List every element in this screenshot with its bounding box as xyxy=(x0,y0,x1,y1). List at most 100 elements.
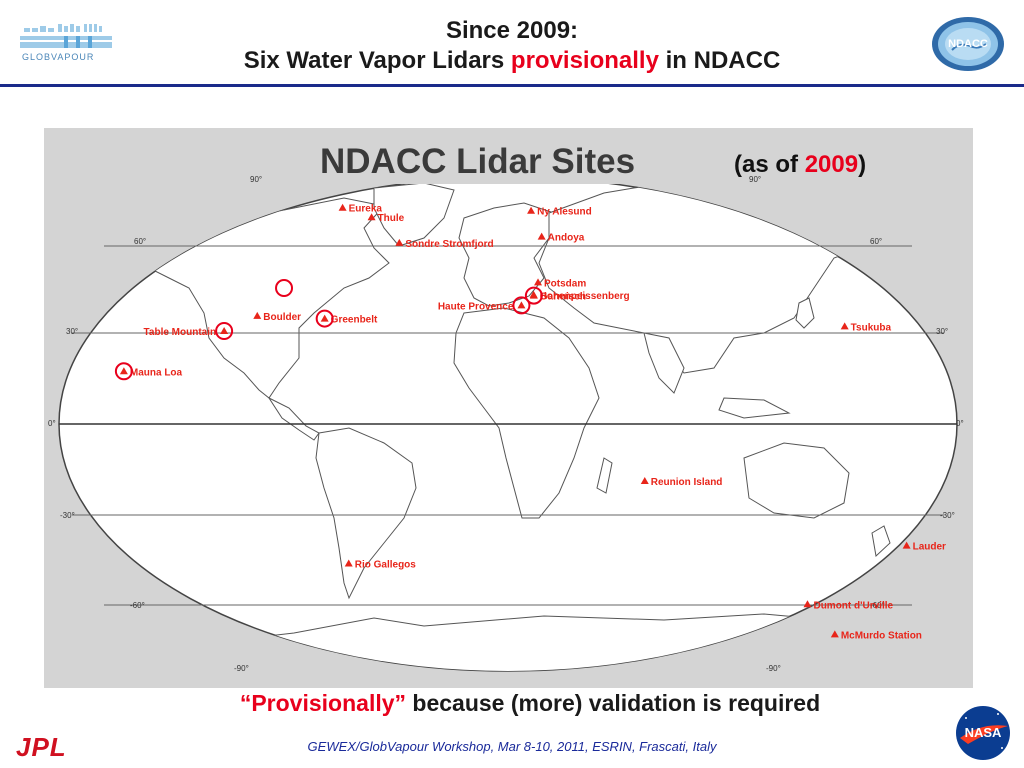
central-america xyxy=(267,396,320,441)
europe xyxy=(458,202,555,307)
site-label: McMurdo Station xyxy=(841,630,922,641)
site-sondre-stromfjord: Sondre Stromfjord xyxy=(395,238,494,250)
site-dumont-d-urville: Dumont d'Urville xyxy=(803,600,894,611)
map-title-backdrop xyxy=(312,136,722,184)
site-eureka: Eureka xyxy=(338,203,383,215)
site-rio-gallegos: Rio Gallegos xyxy=(344,559,417,570)
site-label: Rio Gallegos xyxy=(355,559,417,570)
site-reunion-island: Reunion Island xyxy=(640,477,723,488)
site-thule: Thule xyxy=(367,213,405,224)
lat-label-30-right: 30° xyxy=(936,327,948,336)
lat-label-30-left: 30° xyxy=(66,327,78,336)
india xyxy=(643,332,685,394)
map-date-note: (as of 2009) xyxy=(734,151,866,178)
site-marker-icon xyxy=(220,327,229,335)
caption-emphasis: “Provisionally” xyxy=(239,690,407,716)
lat-label-0-left: 0° xyxy=(48,419,56,428)
site-marker-icon xyxy=(338,203,347,211)
validation-caption: “Provisionally” because (more) validatio… xyxy=(0,690,1024,717)
new-zealand xyxy=(871,525,891,557)
site-label: Table Mountain xyxy=(144,327,217,338)
provisional-circle xyxy=(275,279,294,298)
south-america xyxy=(315,427,417,600)
site-marker-icon xyxy=(395,238,404,246)
caption-rest: because (more) validation is required xyxy=(406,690,821,716)
site-label: Mauna Loa xyxy=(130,367,183,378)
site-greenbelt: Greenbelt xyxy=(315,309,378,328)
latitude-labels: 90° 60° 30° 0° -30° -60° -90° 90° 60° 30… xyxy=(48,175,964,673)
lat-label-m60-right: -60° xyxy=(870,601,885,610)
lat-label-90-left: 90° xyxy=(250,175,262,184)
lat-label-m30-right: -30° xyxy=(940,511,955,520)
site-boulder: Boulder xyxy=(253,311,301,323)
site-label: Andoya xyxy=(548,233,585,244)
site-label: Boulder xyxy=(263,312,301,323)
title-line-1: Since 2009: xyxy=(445,17,579,44)
site-label: Potsdam xyxy=(544,278,586,289)
header-rule xyxy=(0,84,1024,87)
lat-label-60-right: 60° xyxy=(870,237,882,246)
provisional-circle xyxy=(315,309,334,328)
lat-label-m90-right: -90° xyxy=(766,664,781,673)
footer-note: GEWEX/GlobVapour Workshop, Mar 8-10, 201… xyxy=(307,739,717,754)
provisional-circle xyxy=(215,322,234,341)
site-ny-alesund: Ny Alesund xyxy=(527,206,592,218)
lat-label-m30-left: -30° xyxy=(60,511,75,520)
latitude-lines xyxy=(59,245,957,606)
japan xyxy=(795,297,815,329)
site-table-mountain: Table Mountain xyxy=(144,322,234,341)
map-date-note-year: 2009 xyxy=(805,151,858,178)
site-lauder: Lauder xyxy=(902,541,946,553)
site-label: Thule xyxy=(378,213,405,224)
provisional-circle xyxy=(114,362,133,381)
map-title: NDACC Lidar Sites xyxy=(320,142,635,181)
site-marker-icon xyxy=(902,541,911,549)
site-marker-icon xyxy=(640,477,649,485)
lat-label-0-right: 0° xyxy=(956,419,964,428)
antarctica xyxy=(83,613,945,671)
map-panel: 90° 60° 30° 0° -30° -60° -90° 90° 60° 30… xyxy=(44,128,973,688)
site-marker-icon xyxy=(320,314,329,322)
lat-label-m60-left: -60° xyxy=(130,601,145,610)
site-marker-icon xyxy=(534,278,543,286)
site-label: Greenbelt xyxy=(331,315,378,326)
provisional-circle xyxy=(512,296,531,315)
map-date-note-prefix: (as of xyxy=(734,151,805,178)
site-haute-provence: Haute Provence xyxy=(438,296,531,315)
site-marker-icon xyxy=(367,213,376,221)
site-marker-icon xyxy=(529,291,538,299)
site-andoya: Andoya xyxy=(537,232,585,244)
jpl-logo: JPL xyxy=(16,732,96,762)
lat-label-m90-left: -90° xyxy=(234,664,249,673)
site-potsdam: Potsdam xyxy=(534,278,586,289)
site-label: Garmisch xyxy=(540,292,586,303)
site-marker-icon xyxy=(119,367,128,375)
site-marker-icon xyxy=(803,600,812,608)
africa xyxy=(453,307,600,519)
site-label: Eureka xyxy=(349,204,383,215)
site-mauna-loa: Mauna Loa xyxy=(114,362,183,381)
site-label: Reunion Island xyxy=(651,477,723,488)
globvapour-logo-text: GLOBVAPOUR xyxy=(22,52,94,62)
nasa-logo-text: NASA xyxy=(965,725,1002,740)
site-marker-icon xyxy=(830,630,839,638)
title-line-2-start: Six Water Vapor Lidars xyxy=(243,47,511,74)
lat-label-60-left: 60° xyxy=(134,237,146,246)
slide-title: Since 2009: Six Water Vapor Lidars provi… xyxy=(0,16,1024,76)
site-label: Dumont d'Urville xyxy=(813,600,893,611)
site-marker-icon xyxy=(253,311,262,319)
greenland xyxy=(373,182,455,247)
site-marker-icon xyxy=(527,206,536,214)
title-emphasis: provisionally xyxy=(510,47,659,74)
ndacc-logo: NDACC xyxy=(930,16,1006,72)
nasa-logo: NASA xyxy=(952,704,1014,762)
indonesia xyxy=(718,397,791,419)
site-marker-icon xyxy=(344,559,353,567)
ndacc-logo-text: NDACC xyxy=(948,38,988,50)
map-date-note-suffix: ) xyxy=(858,151,866,178)
title-line-2: Six Water Vapor Lidars provisionally in … xyxy=(0,46,1024,76)
site-tsukuba: Tsukuba xyxy=(840,322,891,333)
site-marker-icon xyxy=(517,301,526,309)
jpl-logo-text: JPL xyxy=(16,733,67,761)
